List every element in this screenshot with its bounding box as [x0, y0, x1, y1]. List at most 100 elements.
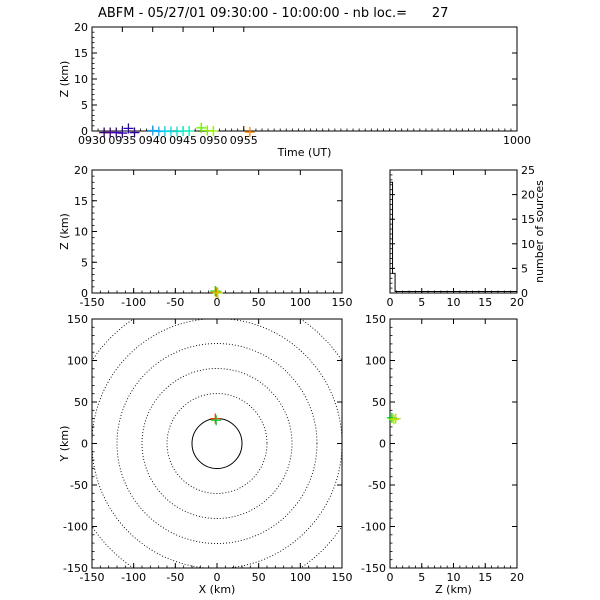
range-ring — [92, 319, 342, 568]
x-tick-label: 150 — [332, 571, 353, 584]
x-tick-label: 100 — [290, 296, 311, 309]
y-tick-label: 100 — [67, 355, 88, 368]
data-point — [117, 128, 128, 139]
y-tick-label: 15 — [74, 47, 88, 60]
x-tick-label: 0955 — [230, 134, 258, 147]
x-tick-label: -150 — [80, 571, 105, 584]
x-tick-label: 5 — [418, 571, 425, 584]
x-tick-label: -100 — [121, 571, 146, 584]
axes-frame — [389, 169, 518, 294]
x-tick-label: 20 — [510, 296, 524, 309]
x-tick-label: 0 — [387, 571, 394, 584]
data-point — [147, 125, 158, 136]
data-point — [208, 126, 219, 136]
y-tick-label: 0 — [81, 125, 88, 138]
range-ring — [92, 319, 342, 568]
x-tick-label: 100 — [290, 571, 311, 584]
y-tick-label: 10 — [521, 238, 535, 251]
x-tick-label: 50 — [252, 571, 266, 584]
y-tick-label: 25 — [521, 164, 535, 177]
x-tick-label: 0 — [214, 296, 221, 309]
range-ring — [166, 393, 268, 494]
x-tick-label: 20 — [510, 571, 524, 584]
data-point — [212, 288, 223, 298]
data-point — [390, 413, 401, 424]
panels: 0930 0935 0940 0945 0950 0955 100005101520Time… — [58, 21, 546, 596]
points — [386, 412, 401, 425]
data-point — [196, 122, 207, 133]
y-tick-label: 15 — [74, 195, 88, 208]
y-tick-label: -50 — [368, 479, 386, 492]
data-point — [129, 127, 140, 138]
x-tick-label: 150 — [332, 296, 353, 309]
axes-frame — [91, 318, 343, 569]
x-tick-label: 5 — [418, 296, 425, 309]
y-tick-label: 5 — [81, 256, 88, 269]
x-axis-label: X (km) — [199, 583, 236, 596]
y-axis-label: number of sources — [533, 180, 546, 283]
y-tick-label: 10 — [74, 226, 88, 239]
y-axis-label: Z (km) — [58, 213, 71, 250]
points — [210, 413, 222, 426]
y-tick-label: -50 — [70, 479, 88, 492]
y-tick-label: 150 — [67, 313, 88, 326]
x-axis-label: Time (UT) — [277, 146, 332, 159]
y-axis-label: Y (km) — [58, 426, 71, 463]
x-tick-label: -50 — [166, 571, 184, 584]
x-tick-label: 0 — [387, 296, 394, 309]
points — [99, 122, 255, 139]
data-point — [123, 123, 134, 134]
x-axis-label: Z (km) — [435, 583, 472, 596]
x-tick-label: 10 — [447, 296, 461, 309]
y-tick-label: 100 — [365, 355, 386, 368]
y-tick-label: 50 — [372, 396, 386, 409]
y-tick-label: 5 — [81, 99, 88, 112]
panel-height-y: 0 5 10 15 20 -150 -100 -50 0 50 100 150 Z (km) — [361, 313, 524, 596]
y-tick-label: -100 — [63, 521, 88, 534]
x-tick-label: -150 — [80, 296, 105, 309]
data-point — [244, 127, 255, 138]
x-tick-label: 15 — [478, 296, 492, 309]
y-tick-label: 0 — [81, 287, 88, 300]
x-tick-label: 0 — [214, 571, 221, 584]
data-point — [388, 414, 399, 425]
axes-frame — [389, 318, 518, 569]
y-tick-label: 5 — [521, 262, 528, 275]
y-tick-label: 20 — [74, 21, 88, 34]
x-tick-label: 15 — [478, 571, 492, 584]
range-rings — [92, 319, 342, 568]
x-tick-label: 0935 — [108, 134, 136, 147]
x-tick-label: 0930 — [78, 134, 106, 147]
data-point — [210, 413, 221, 424]
axes-frame — [91, 26, 518, 132]
figure-title: ABFM - 05/27/01 09:30:00 - 10:00:00 - nb… — [98, 6, 448, 21]
y-tick-label: -150 — [63, 562, 88, 575]
panel-time-height: 0930 0935 0940 0945 0950 0955 1000 0 5 10 15 20 Time… — [58, 21, 531, 159]
y-tick-label: -100 — [361, 521, 386, 534]
panel-plan-view: -150 -100 -50 0 50 100 150 -150 -100 -50 0 50 100 150… — [58, 313, 353, 596]
x-tick-label: -100 — [121, 296, 146, 309]
axes-frame — [91, 169, 343, 294]
y-tick-label: 20 — [521, 189, 535, 202]
y-tick-label: 150 — [365, 313, 386, 326]
x-tick-label: 1000 — [503, 134, 531, 147]
data-point — [211, 415, 222, 426]
y-tick-label: 15 — [521, 213, 535, 226]
y-tick-label: 0 — [81, 438, 88, 451]
range-ring — [191, 418, 243, 469]
histogram-line — [390, 181, 517, 293]
x-tick-label: 0940 — [139, 134, 167, 147]
x-tick-label: -50 — [166, 296, 184, 309]
points — [210, 286, 223, 298]
y-tick-label: -150 — [361, 562, 386, 575]
range-ring — [141, 368, 293, 519]
y-tick-label: 50 — [74, 396, 88, 409]
x-tick-label: 0945 — [169, 134, 197, 147]
y-tick-label: 0 — [521, 287, 528, 300]
y-axis-label: Z (km) — [58, 61, 71, 98]
y-tick-label: 20 — [74, 164, 88, 177]
y-tick-label: 0 — [379, 438, 386, 451]
x-tick-label: 0950 — [199, 134, 227, 147]
